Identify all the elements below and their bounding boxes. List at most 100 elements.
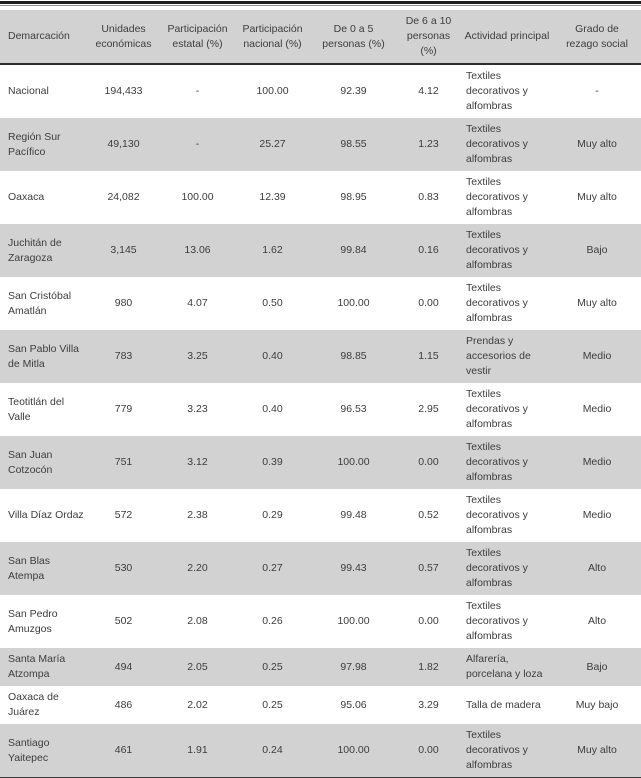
header-grado-rezago-social: Grado de rezago social	[553, 10, 641, 65]
cell-grado-rezago-social: Medio	[553, 330, 641, 383]
cell-participacion-estatal: 2.38	[187, 509, 208, 521]
cell-actividad-principal: Textiles decorativos y alfombras	[461, 224, 553, 277]
cell-unidades-economicas: 751	[86, 436, 161, 489]
cell-actividad-principal: Prendas y accesorios de vestir	[461, 330, 553, 383]
table-row: San Pablo Villa de Mitla 783 3.25 0.40 9…	[0, 330, 641, 383]
cell-demarcacion: Santiago Yaitepec	[0, 724, 86, 778]
cell-grado-rezago-social: Medio	[582, 509, 612, 521]
table-row: Oaxaca 24,082 100.00 12.39 98.95 0.83 Te…	[0, 171, 641, 224]
cell-participacion-estatal: 2.05	[161, 648, 234, 686]
cell-grado-rezago-social: Muy bajo	[575, 698, 619, 711]
top-rule-thick	[0, 1, 641, 4]
cell-actividad-principal: Talla de madera	[466, 698, 541, 711]
cell-participacion-estatal: 100.00	[181, 191, 214, 203]
cell-participacion-nacional: 0.39	[234, 436, 311, 489]
header-demarcacion: Demarcación	[0, 10, 86, 65]
cell-de-0-a-5-personas: 100.00	[337, 297, 370, 309]
cell-actividad-principal: Alfarería, porcelana y loza	[461, 648, 553, 686]
cell-de-0-a-5-personas: 99.84	[311, 224, 396, 277]
cell-demarcacion: Nacional	[8, 85, 49, 97]
cell-demarcacion: Oaxaca	[8, 191, 45, 203]
cell-de-0-a-5-personas: 99.43	[311, 542, 396, 595]
cell-unidades-economicas: 494	[86, 648, 161, 686]
table-body: Nacional 194,433 - 100.00 92.39 4.12 Tex…	[0, 64, 641, 778]
cell-de-6-a-10-personas: 0.83	[418, 191, 439, 203]
table-row: San Pedro Amuzgos 502 2.08 0.26 100.00 0…	[0, 595, 641, 648]
cell-participacion-nacional: 25.27	[234, 118, 311, 171]
cell-participacion-nacional: 0.40	[262, 403, 283, 415]
table-row: San Cristóbal Amatlán 980 4.07 0.50 100.…	[0, 277, 641, 330]
cell-demarcacion: Juchitán de Zaragoza	[0, 224, 86, 277]
cell-grado-rezago-social: -	[595, 85, 599, 97]
cell-participacion-nacional: 0.26	[262, 615, 283, 627]
cell-de-6-a-10-personas: 0.00	[396, 436, 461, 489]
cell-actividad-principal: Textiles decorativos y alfombras	[466, 70, 528, 112]
cell-participacion-nacional: 0.24	[234, 724, 311, 778]
cell-participacion-estatal: 1.91	[161, 724, 234, 778]
cell-participacion-estatal: 2.08	[187, 615, 208, 627]
cell-demarcacion: Teotitlán del Valle	[8, 395, 65, 423]
table-row: Santa María Atzompa 494 2.05 0.25 97.98 …	[0, 648, 641, 686]
top-rule-thin	[0, 5, 641, 6]
cell-de-6-a-10-personas: 4.12	[418, 85, 439, 97]
cell-demarcacion: Oaxaca de Juárez	[8, 691, 59, 718]
cell-participacion-nacional: 0.40	[234, 330, 311, 383]
cell-de-0-a-5-personas: 97.98	[311, 648, 396, 686]
cell-de-6-a-10-personas: 1.15	[396, 330, 461, 383]
cell-actividad-principal: Textiles decorativos y alfombras	[461, 118, 553, 171]
header-unidades-economicas: Unidades económicas	[86, 10, 161, 65]
cell-grado-rezago-social: Muy alto	[577, 191, 617, 203]
table-row: Santiago Yaitepec 461 1.91 0.24 100.00 0…	[0, 724, 641, 778]
cell-de-0-a-5-personas: 92.39	[340, 85, 367, 97]
cell-de-0-a-5-personas: 99.48	[340, 509, 367, 521]
cell-actividad-principal: Textiles decorativos y alfombras	[466, 600, 528, 642]
cell-grado-rezago-social: Muy alto	[577, 297, 617, 309]
cell-actividad-principal: Textiles decorativos y alfombras	[466, 282, 528, 324]
cell-unidades-economicas: 461	[86, 724, 161, 778]
cell-participacion-nacional: 0.27	[234, 542, 311, 595]
cell-actividad-principal: Textiles decorativos y alfombras	[466, 176, 528, 218]
cell-grado-rezago-social: Bajo	[553, 648, 641, 686]
cell-de-0-a-5-personas: 100.00	[337, 615, 370, 627]
cell-participacion-nacional: 0.50	[262, 297, 283, 309]
cell-actividad-principal: Textiles decorativos y alfombras	[461, 724, 553, 778]
cell-demarcacion: Villa Díaz Ordaz	[8, 509, 84, 521]
cell-unidades-economicas: 486	[114, 698, 133, 711]
table-row: Región Sur Pacífico 49,130 - 25.27 98.55…	[0, 118, 641, 171]
cell-actividad-principal: Textiles decorativos y alfombras	[461, 436, 553, 489]
table-row: Juchitán de Zaragoza 3,145 13.06 1.62 99…	[0, 224, 641, 277]
cell-de-0-a-5-personas: 98.95	[340, 191, 367, 203]
cell-de-6-a-10-personas: 0.00	[418, 615, 439, 627]
cell-grado-rezago-social: Alto	[587, 615, 607, 627]
cell-participacion-nacional: 100.00	[256, 85, 289, 97]
cell-de-0-a-5-personas: 100.00	[311, 436, 396, 489]
header-participacion-nacional: Participación nacional (%)	[234, 10, 311, 65]
cell-unidades-economicas: 49,130	[86, 118, 161, 171]
cell-demarcacion: Santa María Atzompa	[0, 648, 86, 686]
table-header: Demarcación Unidades económicas Particip…	[0, 10, 641, 65]
cell-participacion-nacional: 0.29	[262, 509, 283, 521]
cell-demarcacion: Región Sur Pacífico	[0, 118, 86, 171]
cell-participacion-estatal: -	[161, 118, 234, 171]
cell-grado-rezago-social: Bajo	[553, 224, 641, 277]
cell-participacion-nacional: 0.25	[262, 698, 283, 711]
cell-unidades-economicas: 783	[86, 330, 161, 383]
cell-de-6-a-10-personas: 0.16	[396, 224, 461, 277]
table-row: San Blas Atempa 530 2.20 0.27 99.43 0.57…	[0, 542, 641, 595]
cell-de-0-a-5-personas: 100.00	[311, 724, 396, 778]
cell-unidades-economicas: 779	[114, 403, 133, 415]
cell-actividad-principal: Textiles decorativos y alfombras	[466, 494, 528, 536]
cell-de-6-a-10-personas: 1.23	[396, 118, 461, 171]
cell-actividad-principal: Textiles decorativos y alfombras	[461, 542, 553, 595]
cell-unidades-economicas: 502	[114, 615, 133, 627]
cell-demarcacion: San Pedro Amuzgos	[8, 607, 58, 635]
header-participacion-estatal: Participación estatal (%)	[161, 10, 234, 65]
header-row: Demarcación Unidades económicas Particip…	[0, 10, 641, 65]
cell-de-6-a-10-personas: 0.52	[418, 509, 439, 521]
cell-grado-rezago-social: Medio	[553, 436, 641, 489]
cell-demarcacion: San Juan Cotzocón	[0, 436, 86, 489]
cell-unidades-economicas: 3,145	[86, 224, 161, 277]
cell-de-6-a-10-personas: 3.29	[418, 698, 439, 711]
cell-unidades-economicas: 980	[114, 297, 133, 309]
